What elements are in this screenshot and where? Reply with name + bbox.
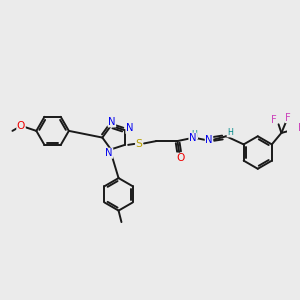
Text: H: H (192, 130, 198, 139)
Text: H: H (227, 128, 233, 137)
Text: N: N (105, 148, 113, 158)
Text: F: F (298, 123, 300, 133)
Text: S: S (136, 139, 142, 149)
Text: F: F (271, 116, 277, 125)
Text: O: O (176, 153, 184, 163)
Text: N: N (189, 133, 196, 143)
Text: O: O (17, 121, 25, 131)
Text: N: N (126, 123, 134, 133)
Text: N: N (108, 117, 116, 127)
Text: F: F (285, 112, 291, 123)
Text: N: N (205, 135, 213, 145)
